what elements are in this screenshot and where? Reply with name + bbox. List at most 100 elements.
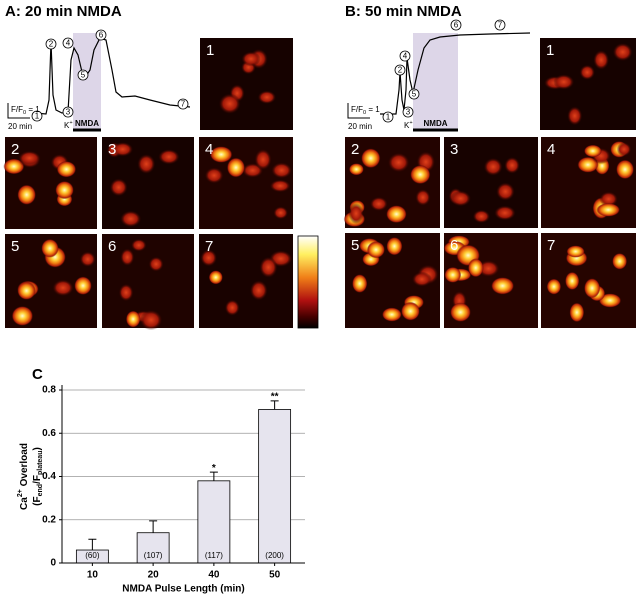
- scale-y-label-part: 0: [23, 110, 26, 116]
- panel-a-title: A: 20 min NMDA: [5, 3, 122, 20]
- cell: [360, 148, 381, 169]
- cell: [125, 310, 141, 328]
- cell: [218, 93, 241, 115]
- cell: [566, 245, 585, 258]
- nmda-shade: [413, 33, 458, 129]
- scale-y-label-part: F/F: [351, 105, 363, 114]
- stimulus-label-part: K: [404, 121, 410, 130]
- scale-y-label: F/F0 = 1: [351, 105, 380, 116]
- trace-marker: [31, 110, 43, 122]
- trace-marker: [402, 106, 414, 118]
- cell: [120, 248, 135, 267]
- trace: [34, 37, 191, 115]
- x-tick-label: 10: [87, 570, 99, 581]
- cell: [226, 157, 246, 178]
- trace-marker: [494, 19, 506, 31]
- scale-y-label: F/F0 = 1: [11, 105, 40, 116]
- tile-number: 6: [108, 238, 116, 255]
- y-tick-label: 0.4: [42, 471, 56, 482]
- cell: [387, 152, 410, 173]
- cell: [410, 164, 431, 185]
- trace-marker-label: 2: [398, 66, 403, 75]
- trace-marker-label: 6: [454, 21, 459, 30]
- tile-number: 7: [205, 238, 213, 255]
- scale-x-label: 20 min: [348, 122, 372, 131]
- tile-number: 1: [546, 42, 554, 59]
- micrograph: 1: [540, 38, 636, 130]
- trace-marker-label: 3: [406, 108, 411, 117]
- micrograph-bg: [5, 137, 97, 229]
- trace-marker: [382, 111, 394, 123]
- cell: [612, 42, 633, 62]
- cell: [599, 191, 619, 207]
- trace-marker: [77, 69, 89, 81]
- scale-y-label-part: F/F: [11, 105, 23, 114]
- y-axis-label-part: Overload: [19, 443, 30, 489]
- cell: [483, 157, 503, 176]
- micrograph: 6: [102, 234, 194, 331]
- cell: [564, 271, 580, 291]
- trace-marker: [45, 38, 57, 50]
- micrograph: 3: [102, 137, 194, 229]
- micrograph: 5: [345, 233, 440, 328]
- n-label: (117): [205, 551, 223, 560]
- cell: [271, 162, 293, 179]
- cell: [579, 64, 596, 80]
- trace-marker: [177, 98, 189, 110]
- scale-bar: [347, 103, 370, 119]
- y-axis-label-2-part: /F: [32, 475, 43, 484]
- trace-marker: [62, 37, 74, 49]
- micrograph: 4: [541, 137, 636, 228]
- y-axis-label-part: 2+: [17, 489, 24, 497]
- bar: [258, 409, 292, 564]
- scale-x-label: 20 min: [8, 122, 32, 131]
- trace-marker-label: 5: [81, 71, 86, 80]
- cell: [118, 283, 134, 302]
- error-bar: [270, 400, 279, 410]
- cell: [56, 160, 77, 178]
- cell: [209, 146, 233, 163]
- trace-marker: [95, 29, 107, 41]
- cell: [79, 251, 96, 268]
- cell: [616, 142, 632, 157]
- cell: [257, 90, 277, 105]
- trace-marker-label: 1: [35, 112, 40, 121]
- y-tick-label: 0.2: [42, 514, 56, 525]
- cell: [490, 277, 515, 295]
- cell: [17, 281, 36, 300]
- stimulus-label: K+: [404, 120, 413, 130]
- cell: [593, 49, 610, 70]
- cell: [348, 202, 364, 225]
- trace-marker-label: 5: [412, 90, 417, 99]
- cell: [112, 141, 134, 157]
- scale-bar: [7, 103, 30, 119]
- cell: [583, 278, 601, 299]
- micrograph: 6: [443, 233, 538, 328]
- micrograph: 5: [5, 234, 97, 328]
- y-axis-label-2-part: ): [32, 447, 43, 450]
- cell: [249, 280, 268, 301]
- y-tick-label: 0: [50, 558, 56, 569]
- cell: [493, 205, 516, 221]
- trace-marker: [399, 50, 411, 62]
- significance: **: [271, 391, 279, 402]
- cell: [139, 309, 163, 331]
- cell: [553, 74, 575, 90]
- cell: [386, 205, 407, 224]
- trace-marker-label: 1: [386, 113, 391, 122]
- cell: [130, 238, 147, 252]
- cell: [615, 159, 635, 180]
- stimulus-label: K+: [64, 120, 73, 130]
- micrograph-haze: [444, 137, 538, 228]
- cell: [504, 156, 521, 174]
- micrograph: 7: [541, 233, 636, 328]
- x-axis-label: NMDA Pulse Length (min): [122, 584, 244, 595]
- tile-number: 2: [11, 141, 19, 158]
- cell: [148, 256, 164, 272]
- cell: [583, 144, 602, 158]
- cell: [444, 266, 462, 283]
- cell: [18, 150, 41, 166]
- cell: [546, 278, 562, 295]
- tile-number: 5: [351, 237, 359, 254]
- trace-marker: [62, 106, 74, 118]
